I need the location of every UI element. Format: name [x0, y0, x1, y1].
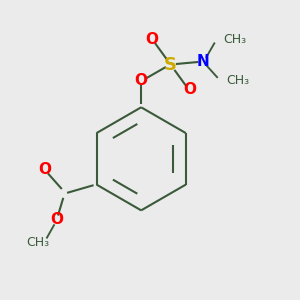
Text: O: O [38, 162, 52, 177]
Text: O: O [50, 212, 63, 227]
Text: CH₃: CH₃ [224, 33, 247, 46]
Text: O: O [145, 32, 158, 47]
Text: O: O [183, 82, 196, 97]
Text: CH₃: CH₃ [26, 236, 49, 248]
Text: CH₃: CH₃ [226, 74, 250, 87]
Text: S: S [164, 56, 177, 74]
Text: O: O [135, 73, 148, 88]
Text: N: N [196, 54, 209, 69]
